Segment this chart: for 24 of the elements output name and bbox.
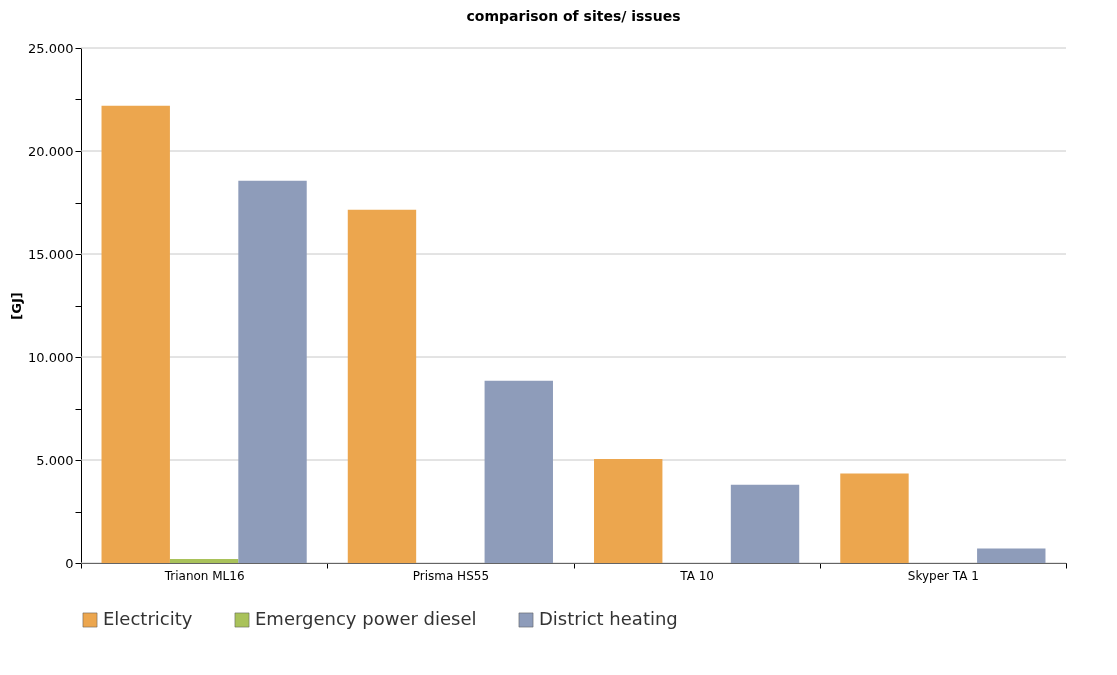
y-tick-label: 5.000 [36, 452, 74, 468]
y-tick-label: 10.000 [28, 349, 74, 365]
bar [730, 484, 800, 563]
x-tick-label: Skyper TA 1 [907, 568, 979, 583]
chart-title: comparison of sites/ issues [466, 8, 681, 24]
y-tick-label: 20.000 [28, 143, 74, 159]
bar [594, 458, 663, 563]
y-tick-label: 0 [65, 555, 74, 571]
bar [101, 105, 170, 563]
legend-label: Emergency power diesel [255, 608, 477, 629]
bar [977, 548, 1046, 563]
x-tick-label: Trianon ML16 [163, 568, 245, 583]
bar [484, 380, 553, 563]
x-tick-label: Prisma HS55 [412, 568, 490, 583]
bar [169, 558, 239, 563]
legend-label: District heating [539, 608, 678, 629]
x-tick-label: TA 10 [679, 568, 714, 583]
y-tick-label: 25.000 [28, 40, 74, 56]
bar [840, 473, 909, 563]
y-tick-label: 15.000 [28, 246, 74, 262]
legend-label: Electricity [103, 608, 193, 629]
y-axis-title: [GJ] [9, 292, 25, 320]
bar [347, 209, 417, 563]
bar [238, 180, 307, 563]
